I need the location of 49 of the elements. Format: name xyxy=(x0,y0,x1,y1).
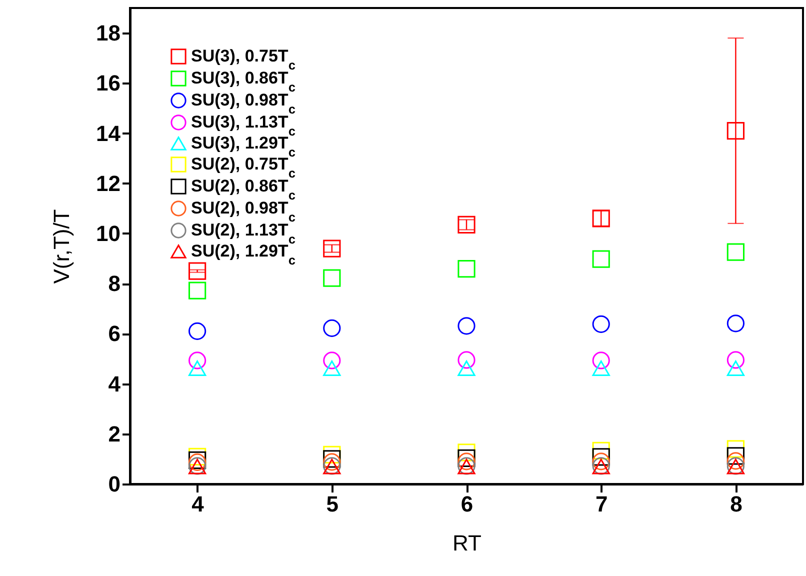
y-tick-label: 10 xyxy=(96,220,120,246)
point xyxy=(323,269,341,287)
y-axis-title: V(r,T)/T xyxy=(49,209,74,284)
point xyxy=(458,449,476,468)
y-tick-label: 18 xyxy=(96,20,120,46)
x-tick-label: 6 xyxy=(460,492,474,516)
point xyxy=(323,352,341,370)
point xyxy=(458,216,476,234)
point xyxy=(458,452,476,470)
point xyxy=(726,360,745,376)
y-tick-label: 0 xyxy=(108,472,120,496)
point xyxy=(188,282,206,300)
point xyxy=(726,447,745,465)
point xyxy=(188,360,206,376)
point xyxy=(458,351,476,369)
point xyxy=(323,240,341,258)
point xyxy=(323,360,341,376)
y-tick-label: 4 xyxy=(108,371,122,396)
point xyxy=(726,351,745,369)
point xyxy=(458,260,476,278)
point xyxy=(592,250,610,268)
x-tick-label: 4 xyxy=(192,492,205,516)
y-tick-label: 16 xyxy=(96,70,120,96)
point xyxy=(726,122,745,140)
point xyxy=(188,322,206,340)
x-tick-label: 7 xyxy=(595,492,608,516)
x-axis-title: RT xyxy=(452,530,482,556)
point xyxy=(188,352,206,370)
point xyxy=(323,450,341,468)
point xyxy=(592,360,610,376)
x-tick-label: 8 xyxy=(730,492,742,516)
y-tick-label: 2 xyxy=(108,421,120,446)
y-tick-label: 12 xyxy=(96,170,120,196)
point xyxy=(592,448,610,466)
point xyxy=(726,452,745,470)
point xyxy=(726,314,745,332)
y-tick-label: 14 xyxy=(96,120,122,146)
y-tick-label: 8 xyxy=(108,271,120,296)
y-tick-label: 6 xyxy=(108,321,120,346)
point xyxy=(458,360,476,376)
point xyxy=(188,262,206,280)
point xyxy=(726,243,745,261)
point xyxy=(592,315,610,333)
point xyxy=(323,453,341,471)
x-tick-label: 5 xyxy=(326,492,339,516)
point xyxy=(323,319,341,337)
point xyxy=(458,317,476,335)
point xyxy=(592,352,610,370)
point xyxy=(592,452,610,470)
